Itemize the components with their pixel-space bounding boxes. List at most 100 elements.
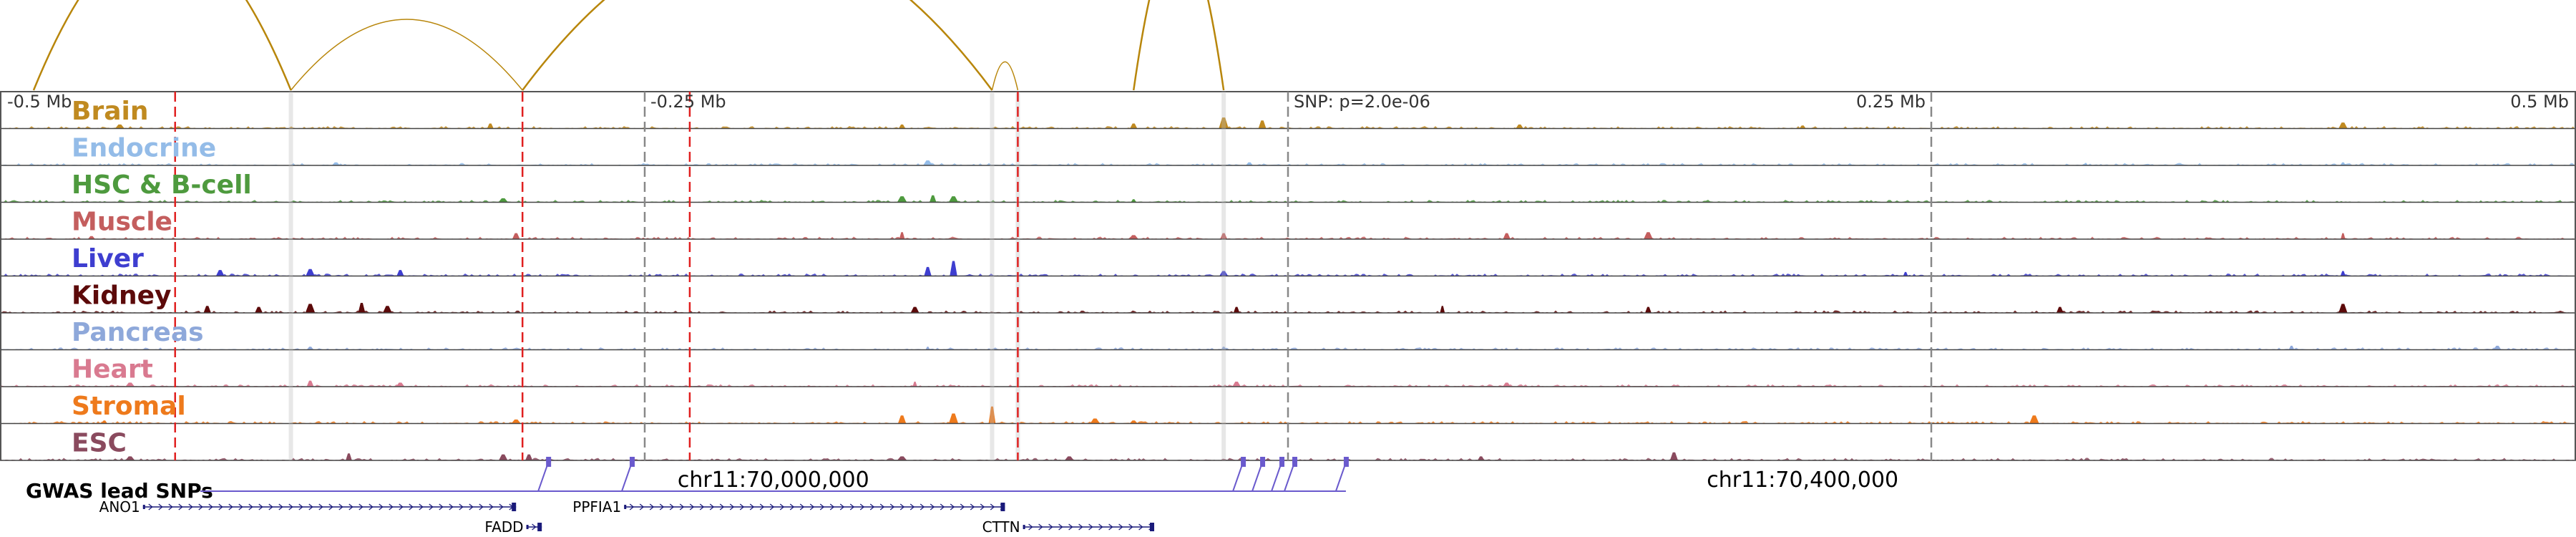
signal-peak xyxy=(1220,233,1228,239)
signal-peak xyxy=(950,261,957,276)
signal-peak xyxy=(923,160,933,165)
signal-peak xyxy=(358,303,366,313)
gene-exon xyxy=(526,525,529,529)
chromatin-loop-arcs xyxy=(32,0,1225,91)
signal-peak xyxy=(2341,233,2346,239)
lead-snp-connector xyxy=(1252,462,1263,492)
strand-arrow xyxy=(960,503,965,511)
signal-peak xyxy=(1903,271,1908,276)
strand-arrow xyxy=(1068,523,1073,531)
coordinate-label: chr11:70,400,000 xyxy=(1707,468,1898,493)
signal-peak xyxy=(1128,235,1138,239)
signal-peak xyxy=(1064,456,1074,460)
strand-arrow xyxy=(338,503,343,511)
strand-arrow xyxy=(679,503,685,511)
signal-background xyxy=(1,163,2575,165)
signal-peak xyxy=(897,456,907,460)
strand-arrow xyxy=(1048,523,1053,531)
lead-snp-marker xyxy=(1260,457,1266,467)
strand-arrow xyxy=(789,503,795,511)
signal-background xyxy=(1,236,2575,239)
strand-arrow xyxy=(268,503,273,511)
strand-arrow xyxy=(869,503,875,511)
lead-snp-marker xyxy=(630,457,635,467)
signal-peak xyxy=(125,382,135,387)
loop-arc xyxy=(522,0,993,91)
signal-peak xyxy=(203,306,211,313)
signal-peak xyxy=(512,233,520,239)
gene-name: FADD xyxy=(484,518,523,536)
strand-arrow xyxy=(389,503,394,511)
gene-exon xyxy=(1023,525,1025,529)
gene-exon xyxy=(537,523,542,531)
gene-name: PPFIA1 xyxy=(572,498,621,516)
lead-snp-connector xyxy=(537,462,550,492)
signal-peak xyxy=(306,380,314,387)
signal-peak xyxy=(925,347,930,350)
strand-arrow xyxy=(178,503,183,511)
signal-peak xyxy=(1258,120,1267,129)
lead-snp-marker xyxy=(1343,457,1349,467)
gene-ano1: ANO1 xyxy=(99,498,517,516)
lead-snp-connector xyxy=(1271,462,1282,492)
strand-arrow xyxy=(919,503,925,511)
signal-peak xyxy=(215,270,225,276)
lead-snp-connector xyxy=(1232,462,1244,492)
signal-peak xyxy=(988,406,996,424)
scale-bar: -0.5 Mb -0.25 Mb SNP: p=2.0e-06 0.25 Mb 0.5 … xyxy=(7,92,2569,112)
strand-arrow xyxy=(1098,523,1103,531)
gene-exon xyxy=(142,505,145,509)
signal-peak xyxy=(125,456,135,460)
strand-arrow xyxy=(328,503,333,511)
strand-arrow xyxy=(699,503,705,511)
strand-arrow xyxy=(909,503,915,511)
gene-annotations: ANO1 FADD PPFIA1 CTTN xyxy=(99,498,1155,536)
gene-exon xyxy=(1000,503,1005,511)
lead-snp-connector xyxy=(621,462,633,492)
signal-peak xyxy=(2029,415,2039,424)
strand-arrow xyxy=(258,503,263,511)
track-label-hsc-b-cell: HSC & B-cell xyxy=(72,170,252,200)
signal-peak xyxy=(498,454,508,460)
signal-peak xyxy=(2338,122,2348,129)
track-label-brain: Brain xyxy=(72,97,148,126)
strand-arrow xyxy=(439,503,444,511)
strand-arrow xyxy=(228,503,233,511)
loop-anchor-band xyxy=(288,92,293,460)
gene-exon xyxy=(512,503,517,511)
strand-arrow xyxy=(148,503,153,511)
signal-peak xyxy=(898,124,906,129)
strand-arrow xyxy=(930,503,935,511)
strand-arrow xyxy=(288,503,293,511)
signal-peak xyxy=(1090,418,1101,424)
strand-arrow xyxy=(980,503,985,511)
loop-arc xyxy=(1133,0,1225,91)
track-muscle xyxy=(0,232,2576,240)
signal-peak xyxy=(306,347,314,350)
track-kidney xyxy=(0,303,2576,314)
strand-arrow xyxy=(1028,523,1033,531)
position-markers xyxy=(174,92,1933,460)
strand-arrow xyxy=(649,503,655,511)
strand-arrow xyxy=(759,503,765,511)
strand-arrow xyxy=(739,503,745,511)
scale-label: -0.5 Mb xyxy=(7,92,72,112)
loop-anchor-band xyxy=(1221,92,1226,460)
signal-peak xyxy=(331,162,341,165)
signal-peak xyxy=(396,270,404,276)
track-label-endocrine: Endocrine xyxy=(72,134,216,163)
track-labels: Brain Endocrine HSC & B-cell Muscle Liver Kid… xyxy=(72,97,252,458)
signal-peak xyxy=(910,306,919,313)
strand-arrow xyxy=(889,503,895,511)
strand-arrow xyxy=(218,503,223,511)
strand-arrow xyxy=(429,503,434,511)
scale-label: SNP: p=2.0e-06 xyxy=(1294,92,1430,112)
signal-peak xyxy=(1232,382,1241,387)
lead-snp-connector xyxy=(1284,462,1295,492)
strand-arrow xyxy=(899,503,905,511)
track-endocrine xyxy=(0,160,2576,166)
track-label-stromal: Stromal xyxy=(72,392,186,421)
gwas-label: GWAS lead SNPs xyxy=(26,479,213,503)
signal-peak xyxy=(1503,233,1511,239)
lead-snp-connector xyxy=(1335,462,1347,492)
